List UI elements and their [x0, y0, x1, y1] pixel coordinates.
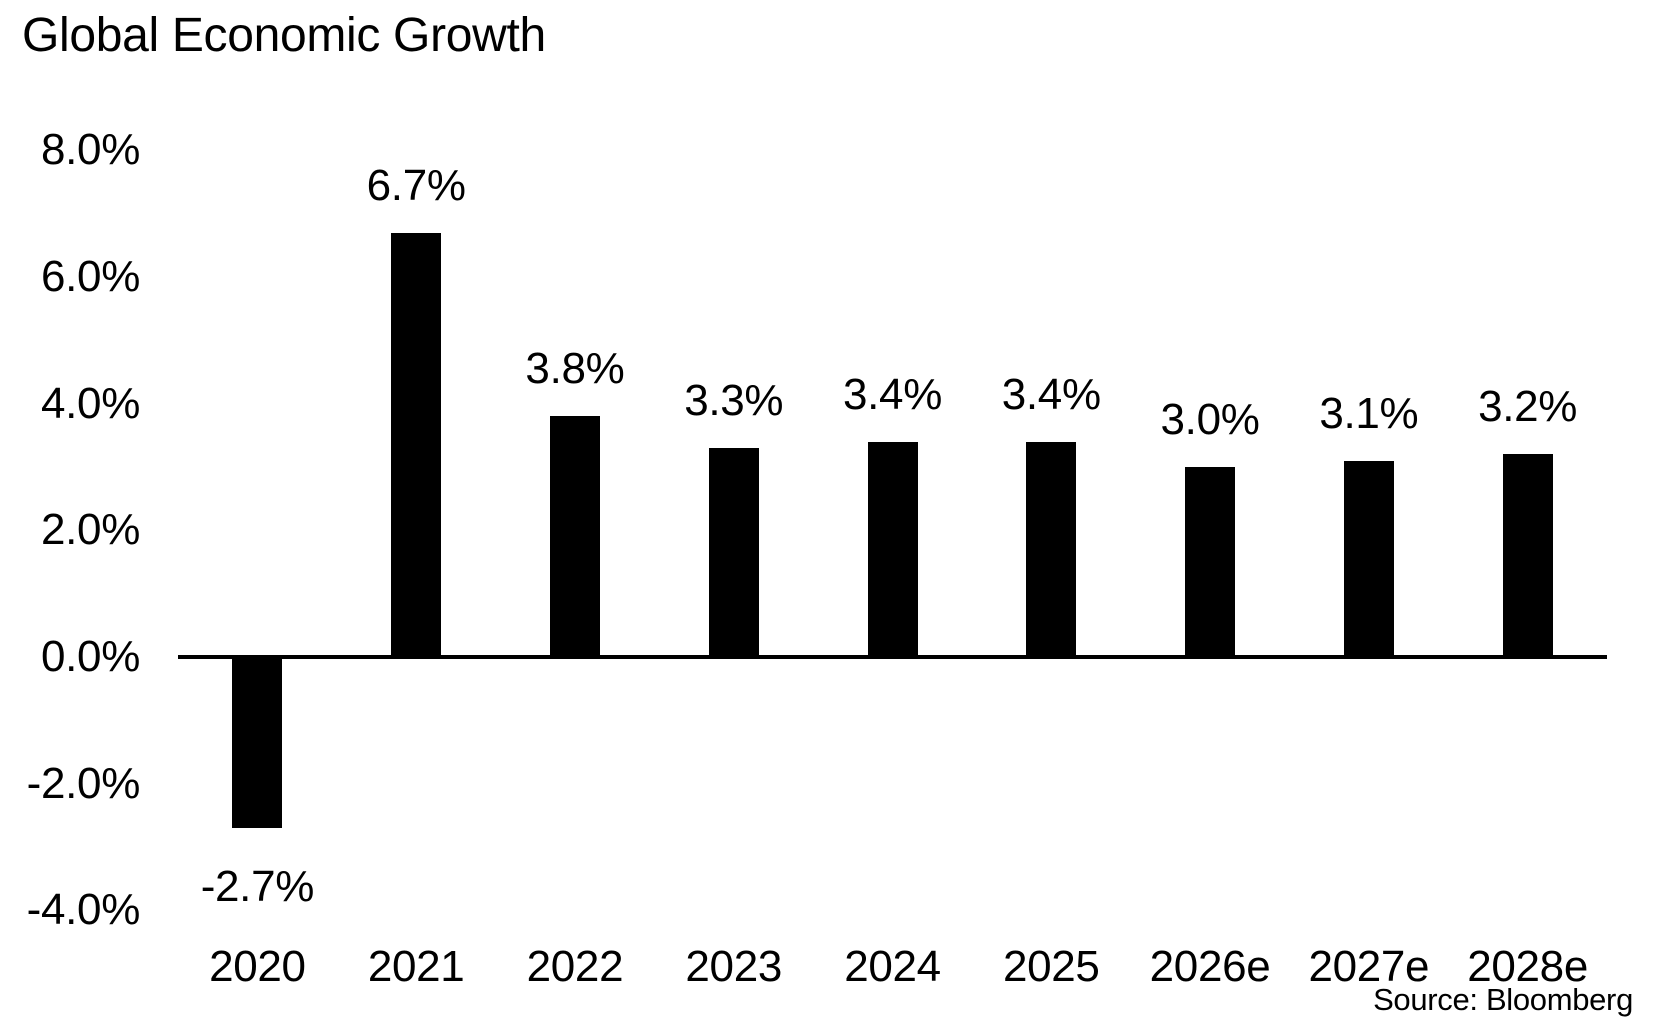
y-tick-label: 6.0% — [40, 252, 140, 302]
y-tick-label: 2.0% — [40, 505, 140, 555]
bar-value-label-2028e: 3.2% — [1478, 382, 1578, 432]
x-tick-label-2022: 2022 — [526, 942, 624, 991]
bar-value-label-2025: 3.4% — [1001, 369, 1101, 419]
x-tick-label-2025: 2025 — [1002, 942, 1100, 991]
bar-2026e — [1185, 467, 1236, 657]
bar-2022 — [549, 416, 600, 657]
x-tick-label-2020: 2020 — [209, 942, 306, 991]
y-tick-label: 0.0% — [40, 632, 140, 681]
bar-value-label-2026e: 3.0% — [1160, 395, 1260, 444]
bar-2021 — [391, 232, 442, 657]
x-tick-label-2024: 2024 — [844, 942, 941, 991]
x-tick-label-2021: 2021 — [367, 942, 465, 991]
zero-axis-line — [178, 655, 1607, 659]
x-tick-label-2028e: 2028e — [1467, 942, 1588, 991]
bar-2024 — [867, 441, 918, 657]
bar-value-label-2022: 3.8% — [525, 344, 625, 394]
bar-value-label-2024: 3.4% — [842, 369, 942, 419]
x-tick-label-2027e: 2027e — [1308, 942, 1430, 991]
y-tick-label: -2.0% — [26, 758, 141, 808]
y-tick-label: 4.0% — [40, 378, 140, 428]
bar-value-label-2023: 3.3% — [684, 376, 784, 425]
y-tick-label: -4.0% — [26, 885, 141, 935]
bar-2023 — [708, 448, 759, 657]
bar-2028e — [1502, 454, 1553, 657]
x-tick-label-2023: 2023 — [685, 942, 783, 991]
source-note: Source: Bloomberg — [1373, 982, 1633, 1017]
bar-2025 — [1026, 441, 1077, 657]
bar-2027e — [1343, 460, 1394, 657]
chart-title: Global Economic Growth — [22, 9, 546, 62]
bar-2020 — [232, 657, 283, 828]
bar-value-label-2027e: 3.1% — [1319, 388, 1419, 438]
x-tick-label-2026e: 2026e — [1149, 942, 1271, 991]
bar-value-label-2021: 6.7% — [366, 160, 466, 210]
y-tick-label: 8.0% — [40, 125, 140, 175]
bar-value-label-2020: -2.7% — [200, 861, 315, 911]
